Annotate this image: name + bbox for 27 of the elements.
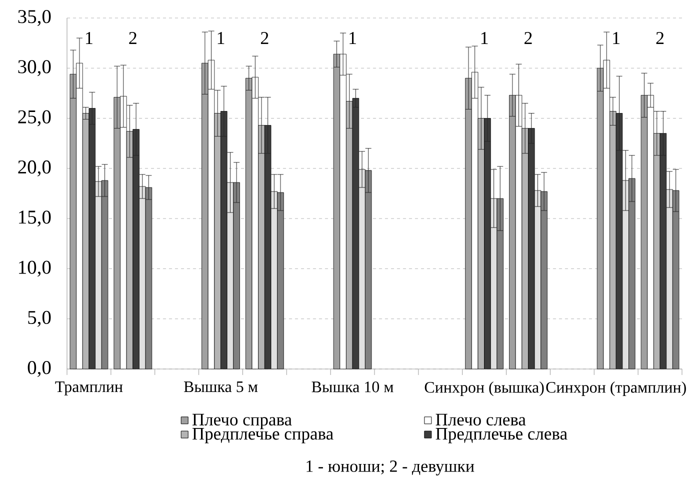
- y-tick-label: 30,0: [18, 60, 51, 76]
- y-tick-label: 5,0: [28, 310, 51, 327]
- x-tick-label: Вышка 5 м: [184, 382, 258, 392]
- annotation: 1: [481, 32, 488, 44]
- x-tick-label: Синхрон (трамплин): [546, 382, 686, 396]
- x-tick-label: Синхрон (вышка): [424, 382, 544, 396]
- legend-label: Плечо справа: [192, 414, 292, 430]
- x-tick-label: Вышка 10 м: [312, 382, 394, 392]
- y-tick-label: 25,0: [18, 110, 51, 126]
- annotation: 2: [656, 32, 664, 44]
- annotation: 1: [218, 32, 224, 44]
- y-tick-label: 15,0: [19, 210, 51, 227]
- annotation: 1: [613, 32, 620, 44]
- y-tick-label: 35,0: [18, 10, 51, 26]
- annotation: 1: [86, 32, 92, 44]
- y-tick-label: 0,0: [28, 361, 51, 377]
- annotation: 1: [350, 32, 356, 44]
- x-tick-label: Трамплин: [55, 382, 123, 396]
- legend-label: Предплечье слева: [436, 428, 568, 444]
- legend-label: Плечо слева: [436, 414, 526, 426]
- text: 1 - юноши; 2 - девушки: [306, 460, 474, 476]
- legend-label: Предплечье справа: [192, 428, 334, 444]
- y-tick-label: 10,0: [19, 260, 51, 277]
- annotation: 2: [524, 32, 532, 44]
- annotation: 2: [260, 32, 268, 44]
- y-tick-label: 20,0: [18, 160, 51, 176]
- annotation: 2: [129, 32, 136, 44]
